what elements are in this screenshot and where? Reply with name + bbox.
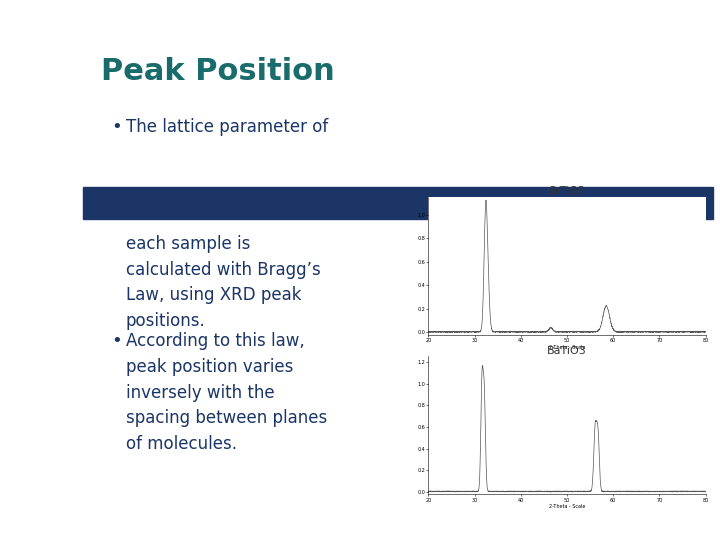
Title: BaTiO3: BaTiO3 <box>547 346 587 356</box>
Text: The lattice parameter of: The lattice parameter of <box>126 118 328 136</box>
Text: •: • <box>112 118 122 136</box>
X-axis label: 2-Theta - Scale: 2-Theta - Scale <box>549 345 585 350</box>
FancyBboxPatch shape <box>58 0 720 540</box>
Text: According to this law,
peak position varies
inversely with the
spacing between p: According to this law, peak position var… <box>126 332 328 453</box>
X-axis label: 2-Theta - Scale: 2-Theta - Scale <box>549 504 585 509</box>
Text: each sample is
calculated with Bragg’s
Law, using XRD peak
positions.: each sample is calculated with Bragg’s L… <box>126 235 320 330</box>
Bar <box>83 187 713 219</box>
Title: SrTiO3: SrTiO3 <box>549 186 585 197</box>
Text: Peak Position: Peak Position <box>101 57 335 86</box>
Text: •: • <box>112 332 122 350</box>
